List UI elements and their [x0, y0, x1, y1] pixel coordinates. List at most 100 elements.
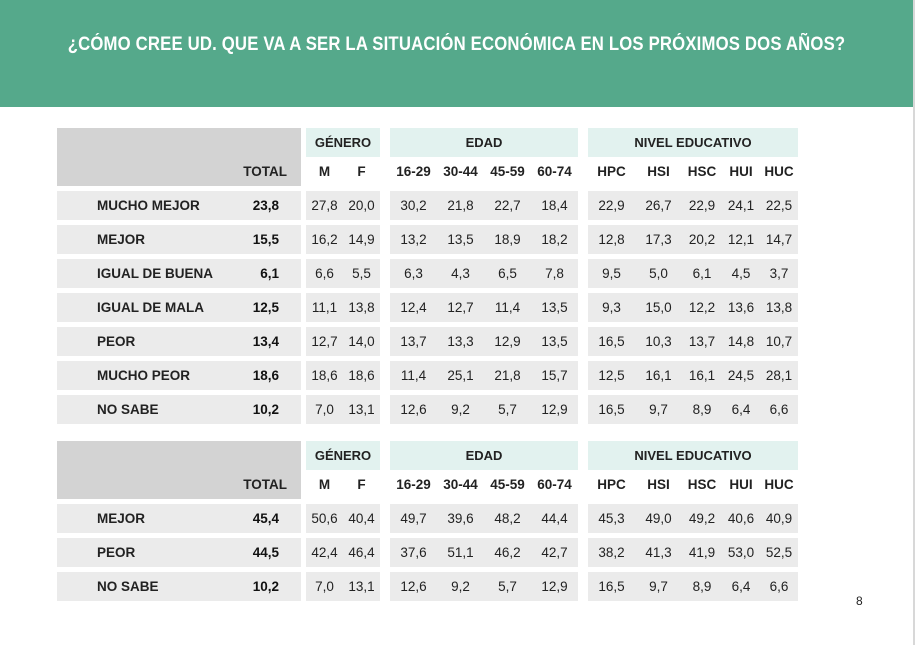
cell-nivel: 4,5 — [722, 259, 760, 288]
gap — [301, 441, 306, 470]
cell-nivel: 22,5 — [760, 191, 798, 220]
cell-edad: 46,2 — [484, 538, 531, 567]
cell-nivel: 49,2 — [682, 504, 722, 533]
cell-nivel: 17,3 — [635, 225, 682, 254]
cell-edad: 21,8 — [484, 361, 531, 390]
cell-edad: 4,3 — [437, 259, 484, 288]
gap — [380, 225, 390, 254]
gap — [578, 157, 588, 186]
cell-nivel: 9,5 — [588, 259, 635, 288]
gap — [380, 572, 390, 601]
gap — [380, 361, 390, 390]
column-header-nivel: HUC — [760, 157, 798, 186]
cell-edad: 12,4 — [390, 293, 437, 322]
gap — [380, 293, 390, 322]
cell-nivel: 9,7 — [635, 572, 682, 601]
gap — [380, 395, 390, 424]
column-header-genero: M — [306, 157, 343, 186]
column-header-edad: 45-59 — [484, 470, 531, 499]
column-header-edad: 45-59 — [484, 157, 531, 186]
cell-genero: 16,2 — [306, 225, 343, 254]
cell-edad: 51,1 — [437, 538, 484, 567]
column-header-edad: 30-44 — [437, 157, 484, 186]
row-total: 12,5 — [231, 293, 301, 322]
gap — [380, 441, 390, 470]
row-label: MUCHO MEJOR — [57, 191, 231, 220]
cell-nivel: 9,3 — [588, 293, 635, 322]
cell-genero: 13,8 — [343, 293, 380, 322]
cell-nivel: 38,2 — [588, 538, 635, 567]
cell-edad: 12,9 — [531, 395, 578, 424]
cell-genero: 6,6 — [306, 259, 343, 288]
gap — [578, 191, 588, 220]
cell-edad: 13,5 — [531, 327, 578, 356]
cell-nivel: 45,3 — [588, 504, 635, 533]
cell-nivel: 10,3 — [635, 327, 682, 356]
cell-edad: 22,7 — [484, 191, 531, 220]
cell-nivel: 41,9 — [682, 538, 722, 567]
cell-edad: 13,5 — [531, 293, 578, 322]
cell-edad: 13,7 — [390, 327, 437, 356]
row-label: MUCHO PEOR — [57, 361, 231, 390]
row-total: 18,6 — [231, 361, 301, 390]
table-row: MEJOR 45,4 50,6 40,4 49,7 39,6 48,2 44,4 45,3 49,… — [57, 504, 798, 533]
page-title: ¿CÓMO CREE UD. QUE VA A SER LA SITUACIÓN… — [67, 34, 846, 55]
survey-table-1: GÉNERO EDAD NIVEL EDUCATIVO TOTAL M F 16-29 30-… — [57, 128, 798, 424]
cell-genero: 27,8 — [306, 191, 343, 220]
group-header-nivel: NIVEL EDUCATIVO — [588, 441, 798, 470]
row-label: PEOR — [57, 538, 231, 567]
column-header-nivel: HSC — [682, 157, 722, 186]
header-corner — [57, 128, 231, 186]
cell-nivel: 10,7 — [760, 327, 798, 356]
cell-nivel: 8,9 — [682, 395, 722, 424]
row-total: 10,2 — [231, 395, 301, 424]
cell-nivel: 15,0 — [635, 293, 682, 322]
gap — [301, 225, 306, 254]
row-label: PEOR — [57, 327, 231, 356]
cell-edad: 18,4 — [531, 191, 578, 220]
gap — [578, 259, 588, 288]
header-banner: ¿CÓMO CREE UD. QUE VA A SER LA SITUACIÓN… — [0, 0, 913, 107]
cell-genero: 18,6 — [306, 361, 343, 390]
cell-edad: 13,3 — [437, 327, 484, 356]
cell-edad: 37,6 — [390, 538, 437, 567]
header-total-top — [231, 441, 301, 470]
cell-edad: 21,8 — [437, 191, 484, 220]
cell-nivel: 14,7 — [760, 225, 798, 254]
row-total: 23,8 — [231, 191, 301, 220]
cell-nivel: 13,6 — [722, 293, 760, 322]
cell-edad: 42,7 — [531, 538, 578, 567]
column-header-total: TOTAL — [231, 470, 301, 499]
cell-nivel: 12,5 — [588, 361, 635, 390]
cell-nivel: 53,0 — [722, 538, 760, 567]
gap — [301, 470, 306, 499]
group-header-edad: EDAD — [390, 441, 578, 470]
row-label: NO SABE — [57, 572, 231, 601]
cell-nivel: 5,0 — [635, 259, 682, 288]
cell-nivel: 14,8 — [722, 327, 760, 356]
cell-nivel: 12,8 — [588, 225, 635, 254]
page-edge — [913, 0, 915, 645]
cell-nivel: 8,9 — [682, 572, 722, 601]
cell-nivel: 6,4 — [722, 572, 760, 601]
cell-genero: 5,5 — [343, 259, 380, 288]
cell-genero: 18,6 — [343, 361, 380, 390]
cell-nivel: 41,3 — [635, 538, 682, 567]
cell-edad: 12,6 — [390, 395, 437, 424]
cell-edad: 18,9 — [484, 225, 531, 254]
column-header-genero: F — [343, 470, 380, 499]
cell-edad: 13,5 — [437, 225, 484, 254]
gap — [301, 191, 306, 220]
cell-edad: 7,8 — [531, 259, 578, 288]
page-number: 8 — [856, 594, 863, 608]
cell-edad: 6,5 — [484, 259, 531, 288]
cell-nivel: 16,1 — [635, 361, 682, 390]
gap — [301, 293, 306, 322]
cell-edad: 12,9 — [484, 327, 531, 356]
gap — [578, 504, 588, 533]
table-row: IGUAL DE BUENA 6,1 6,6 5,5 6,3 4,3 6,5 7,8 9,5 5,… — [57, 259, 798, 288]
cell-edad: 6,3 — [390, 259, 437, 288]
gap — [301, 395, 306, 424]
row-label: MEJOR — [57, 504, 231, 533]
cell-nivel: 16,5 — [588, 395, 635, 424]
